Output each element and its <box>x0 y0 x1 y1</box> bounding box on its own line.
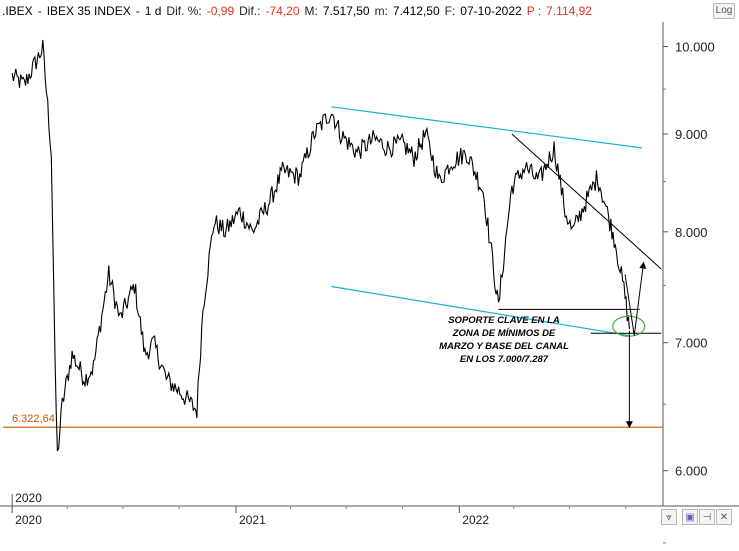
x-marker-label: 2020 <box>15 491 42 505</box>
price-line <box>11 39 630 452</box>
collapse-icon[interactable]: ⩔ <box>661 509 677 525</box>
annotation-line: MARZO Y BASE DEL CANAL <box>439 341 569 352</box>
downtrend-line <box>511 133 662 270</box>
y-tick-label: 6.000 <box>675 464 708 479</box>
price-label: P : <box>526 4 542 18</box>
support-line-label: 6.322,64 <box>12 413 55 425</box>
annotation-line: EN LOS 7.000/7.287 <box>460 354 549 365</box>
x-tick-label: 2021 <box>239 513 266 527</box>
min-label: m: <box>374 4 388 18</box>
max-value: 7.517,50 <box>322 4 370 18</box>
rebound-arrow <box>624 261 647 336</box>
dif-value: -74,20 <box>265 4 300 18</box>
dif-label: Dif.: <box>239 4 261 18</box>
y-tick-label: 9.000 <box>675 127 708 142</box>
date-value: 07-10-2022 <box>460 4 522 18</box>
y-tick-label: 8.000 <box>675 225 708 240</box>
timeframe: 1 d <box>144 4 162 18</box>
close-icon[interactable]: ✕ <box>716 509 732 525</box>
dif-pct-label: Dif. %: <box>166 4 202 18</box>
annotation-line: ZONA DE MÍNIMOS DE <box>452 328 556 339</box>
channel-upper-line <box>331 106 643 149</box>
channel-lower-line <box>331 285 630 337</box>
max-label: M: <box>304 4 318 18</box>
symbol: .IBEX <box>2 4 33 18</box>
instrument-name: IBEX 35 INDEX <box>46 4 131 18</box>
log-scale-button[interactable]: Log <box>713 3 735 19</box>
support-zone-circle <box>612 315 646 337</box>
dif-pct-value: -0,99 <box>206 4 235 18</box>
price-value: 7.114,92 <box>546 4 592 18</box>
save-icon[interactable]: ▣ <box>682 509 698 525</box>
y-tick-label: 7.000 <box>675 336 708 351</box>
x-tick-label: 2020 <box>15 513 42 527</box>
min-value: 7.412,50 <box>392 4 440 18</box>
chart-header: .IBEX - IBEX 35 INDEX - 1 d Dif. %: -0,99 … <box>2 4 592 18</box>
pin-icon[interactable]: ⊣ <box>699 509 715 525</box>
annotation-line: SOPORTE CLAVE EN LA <box>448 315 560 326</box>
y-tick-label: 10.000 <box>675 40 715 55</box>
date-label: F: <box>444 4 456 18</box>
x-tick-label: 2022 <box>462 513 489 527</box>
